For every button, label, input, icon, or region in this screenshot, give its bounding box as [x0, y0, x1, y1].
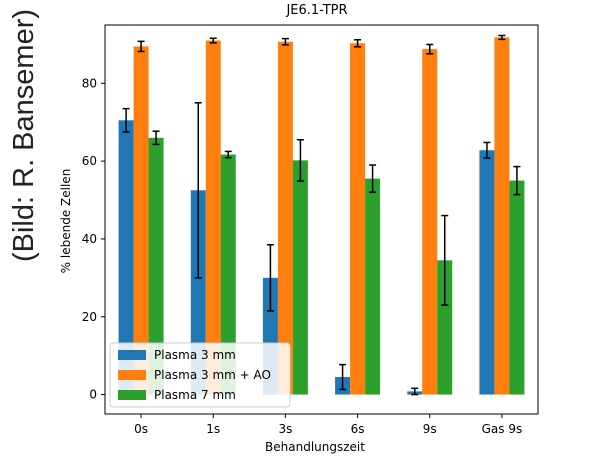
legend-label: Plasma 7 mm	[154, 388, 236, 402]
axes: 0 20 40 60 80 0s 1s 3s 6s 9s Gas 9s	[82, 24, 539, 436]
x-axis-label: Behandlungszeit	[265, 440, 365, 454]
bar-plasma-7-mm-1s	[220, 154, 236, 395]
legend: Plasma 3 mm Plasma 3 mm + AO Plasma 7 mm	[109, 342, 291, 408]
y-tick-label: 60	[82, 154, 97, 168]
bar-plasma-7-mm-gas-9s	[509, 180, 525, 395]
legend-swatch	[118, 370, 146, 380]
bar-plasma-3-mm-ao-9s	[422, 49, 438, 395]
chart-title: JE6.1-TPR	[285, 3, 347, 18]
x-tick-label: 0s	[134, 422, 148, 436]
y-tick-label: 80	[82, 76, 97, 90]
legend-swatch	[118, 390, 146, 400]
x-tick-label: 3s	[278, 422, 292, 436]
legend-label: Plasma 3 mm	[154, 348, 236, 362]
plot-frame	[104, 24, 539, 415]
x-tick-label: Gas 9s	[482, 422, 523, 436]
bar-plasma-3-mm-ao-1s	[205, 40, 221, 395]
legend-label: Plasma 3 mm + AO	[154, 368, 271, 382]
bar-plasma-7-mm-6s	[365, 178, 381, 395]
bar-plasma-7-mm-3s	[292, 160, 308, 395]
bar-plasma-7-mm-0s	[148, 137, 164, 395]
x-tick-label: 6s	[351, 422, 365, 436]
bar-plasma-3-mm-gas-9s	[479, 150, 495, 395]
bar-plasma-7-mm-9s	[437, 260, 453, 395]
y-axis-label: % lebende Zellen	[59, 169, 73, 274]
legend-swatch	[118, 350, 146, 360]
bar-plasma-3-mm-ao-6s	[350, 43, 366, 395]
y-tick-label: 20	[82, 310, 97, 324]
y-tick-label: 0	[89, 388, 97, 402]
legend-box	[109, 342, 291, 408]
y-tick-label: 40	[82, 232, 97, 246]
bar-plasma-3-mm-ao-0s	[133, 46, 149, 395]
x-tick-label: 9s	[423, 422, 437, 436]
plot-area	[118, 34, 525, 396]
bar-plasma-3-mm-0s	[118, 120, 134, 395]
bar-plasma-3-mm-ao-3s	[277, 41, 293, 395]
bar-plasma-3-mm-ao-gas-9s	[494, 37, 510, 395]
x-tick-label: 1s	[206, 422, 220, 436]
